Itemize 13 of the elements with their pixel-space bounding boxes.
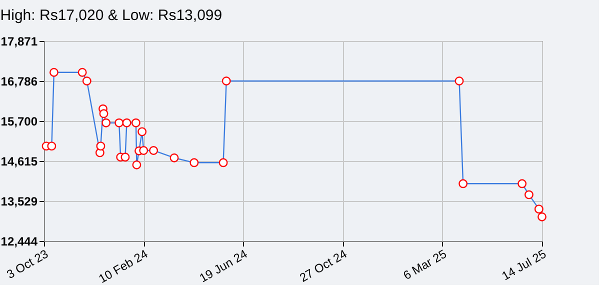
chart-title: High: Rs17,020 & Low: Rs13,099	[0, 7, 222, 24]
y-tick-label: 13,529	[0, 194, 38, 209]
y-tick-label: 12,444	[0, 234, 38, 248]
x-tick-label: 27 Oct 24	[297, 246, 350, 285]
x-tick-label: 3 Oct 23	[4, 246, 51, 282]
y-tick-label: 16,786	[0, 74, 38, 88]
y-tick-label: 15,700	[0, 114, 38, 129]
x-tick-label: 14 Jul 25	[499, 246, 549, 284]
x-tick-label: 10 Feb 24	[96, 246, 150, 286]
x-tick-label: 19 Jun 24	[197, 246, 250, 286]
x-tick-label: 6 Mar 25	[400, 246, 450, 283]
y-tick-label: 17,871	[0, 34, 38, 48]
y-tick-label: 14,615	[0, 154, 38, 168]
